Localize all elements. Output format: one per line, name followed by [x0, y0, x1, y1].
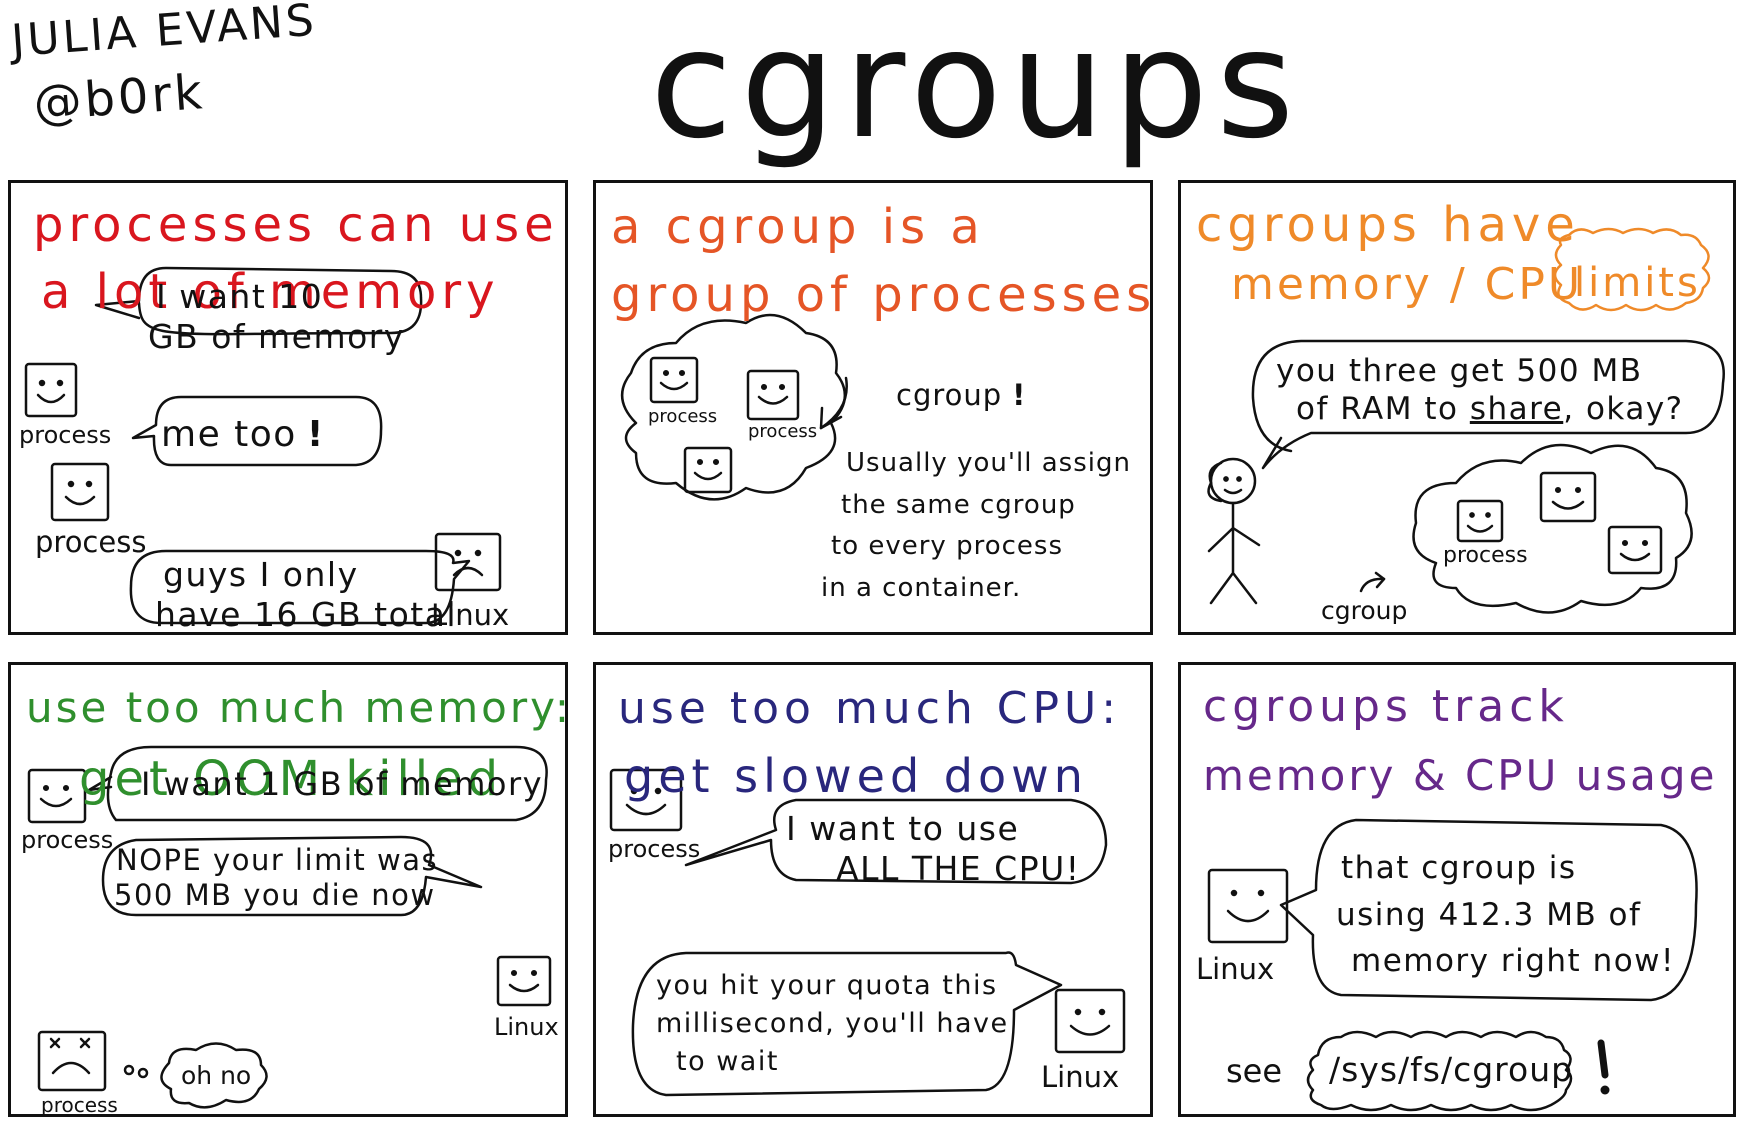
bubble-1-line-2: GB of memory	[148, 317, 405, 357]
process-label-2: process	[35, 525, 147, 559]
panel-1-title-line-2: a lot of memory	[41, 264, 500, 320]
share-word: share	[1469, 390, 1564, 427]
panel-3-drawings	[1207, 227, 1725, 614]
bubble-1-line-1: I want to use	[786, 809, 1020, 848]
panel-oom-killed: use too much memory: get OOM killed I wa…	[8, 662, 569, 1117]
panel-cpu-throttled: use too much CPU: get slowed down I want…	[593, 662, 1153, 1117]
bubble-2-line-2: millisecond, you'll have	[656, 1007, 1009, 1039]
exclaim-mark: !	[1012, 378, 1027, 412]
author-handle: @b0rk	[31, 64, 207, 132]
panel-4-title-line-1: use too much memory:	[26, 683, 573, 732]
panel-1-title-line-1: processes can use	[33, 197, 559, 253]
panel-5-bubble-2: you hit your quota this millisecond, you…	[656, 967, 1009, 1080]
see-label: see	[1226, 1052, 1283, 1090]
note-line-4: in a container.	[821, 572, 1022, 603]
bubble-3-line-1: guys I only	[163, 555, 359, 594]
panel-2-note: Usually you'll assign the same cgroup to…	[816, 443, 1131, 609]
panel-4-title-line-2: get OOM killed	[79, 751, 504, 807]
bubble-1-line-1: I want 10	[156, 277, 324, 316]
bubble-line-2: using 412.3 MB of	[1336, 896, 1642, 933]
process-label-1: process	[19, 421, 112, 449]
bubble-line-3: memory right now!	[1351, 943, 1675, 979]
linux-label-1: Linux	[431, 598, 510, 632]
panel-3-bubble: you three get 500 MB of RAM to share, ok…	[1276, 353, 1684, 429]
page-title: cgroups	[650, 0, 1303, 172]
panel-5-title-line-2: get slowed down	[624, 749, 1088, 803]
panel-4-bubble-1: I want 1 GB of memory	[141, 765, 544, 803]
panel-cgroup-limits: cgroups have memory / CPU limits you thr…	[1178, 180, 1736, 635]
bubble-line-1: you three get 500 MB	[1276, 353, 1643, 389]
process-face-1	[23, 361, 79, 419]
bubble-2-line-2: 500 MB you die now	[114, 878, 436, 913]
linux-label: Linux	[1041, 1060, 1120, 1094]
panel-2-title-line-2: group of processes	[611, 267, 1157, 323]
cgroup-label: cgroup!	[896, 381, 1026, 410]
process-label-a: process	[648, 406, 718, 427]
limits-word: limits	[1574, 260, 1701, 306]
linux-label: Linux	[1196, 952, 1275, 986]
panel-4-drawings	[27, 745, 552, 1109]
panel-2-drawings	[621, 313, 848, 501]
bubble-2-line-1: you hit your quota this	[656, 970, 998, 1001]
panel-1-bubble-3: guys I only have 16 GB total	[155, 555, 457, 636]
bubble-line-2-a: of RAM to	[1296, 390, 1459, 427]
exclaim-mark: !	[306, 414, 325, 455]
panel-6-bubble: that cgroup is using 412.3 MB of memory …	[1336, 845, 1675, 985]
linux-label: Linux	[494, 1013, 559, 1041]
bubble-line-1: that cgroup is	[1341, 850, 1577, 886]
panel-usage-tracking: cgroups track memory & CPU usage that cg…	[1178, 662, 1736, 1117]
panel-5-title-line-1: use too much CPU:	[618, 683, 1122, 734]
note-line-2: the same cgroup	[841, 489, 1076, 520]
panel-6-drawings	[1207, 818, 1698, 1112]
linux-sad-face	[433, 531, 503, 593]
panel-6-title-line-1: cgroups track	[1203, 681, 1569, 732]
process-label: process	[608, 835, 701, 863]
panel-2-title-line-1: a cgroup is a	[611, 199, 985, 255]
process-label-1: process	[21, 826, 114, 854]
panel-3-title-line-2: memory / CPU	[1231, 259, 1584, 310]
panel-cgroup-definition: a cgroup is a group of processes cgroup!…	[593, 180, 1153, 635]
bubble-2-text: me too	[161, 414, 297, 455]
panel-3-title-line-1: cgroups have	[1196, 197, 1580, 253]
bubble-1-line-2: ALL THE CPU!	[836, 849, 1081, 889]
panel-1-drawings	[94, 266, 471, 625]
panel-4-bubble-2: NOPE your limit was 500 MB you die now	[114, 843, 439, 914]
bubble-line-2-b: , okay?	[1563, 390, 1684, 427]
bubble-2-line-3: to wait	[676, 1045, 779, 1077]
process-label-b: process	[748, 421, 818, 442]
cgroup-label-text: cgroup	[896, 378, 1003, 412]
process-label: process	[1443, 543, 1528, 568]
cgroup-path: /sys/fs/cgroup	[1329, 1050, 1574, 1089]
cgroup-label: cgroup	[1321, 596, 1408, 625]
panel-1-bubble-2: me too!	[161, 413, 325, 457]
note-line-3: to every process	[831, 531, 1063, 562]
panel-1-bubble-1: I want 10 GB of memory	[148, 277, 405, 358]
bubble-3-line-2: have 16 GB total	[155, 595, 458, 635]
process-face-2	[49, 461, 111, 523]
process-label-dead: process	[41, 1093, 118, 1117]
note-line-1: Usually you'll assign	[846, 448, 1131, 478]
author-name: JULIA EVANS	[9, 0, 319, 67]
panel-5-bubble-1: I want to use ALL THE CPU!	[786, 809, 1081, 890]
panel-6-title-line-2: memory & CPU usage	[1203, 751, 1718, 800]
bubble-line-2: of RAM to share, okay?	[1296, 391, 1684, 429]
panel-5-drawings	[609, 768, 1126, 1097]
panel-memory-use: processes can use a lot of memory proces…	[8, 180, 568, 635]
oh-no-text: oh no	[181, 1061, 252, 1090]
bubble-2-line-1: NOPE your limit was	[116, 843, 439, 877]
